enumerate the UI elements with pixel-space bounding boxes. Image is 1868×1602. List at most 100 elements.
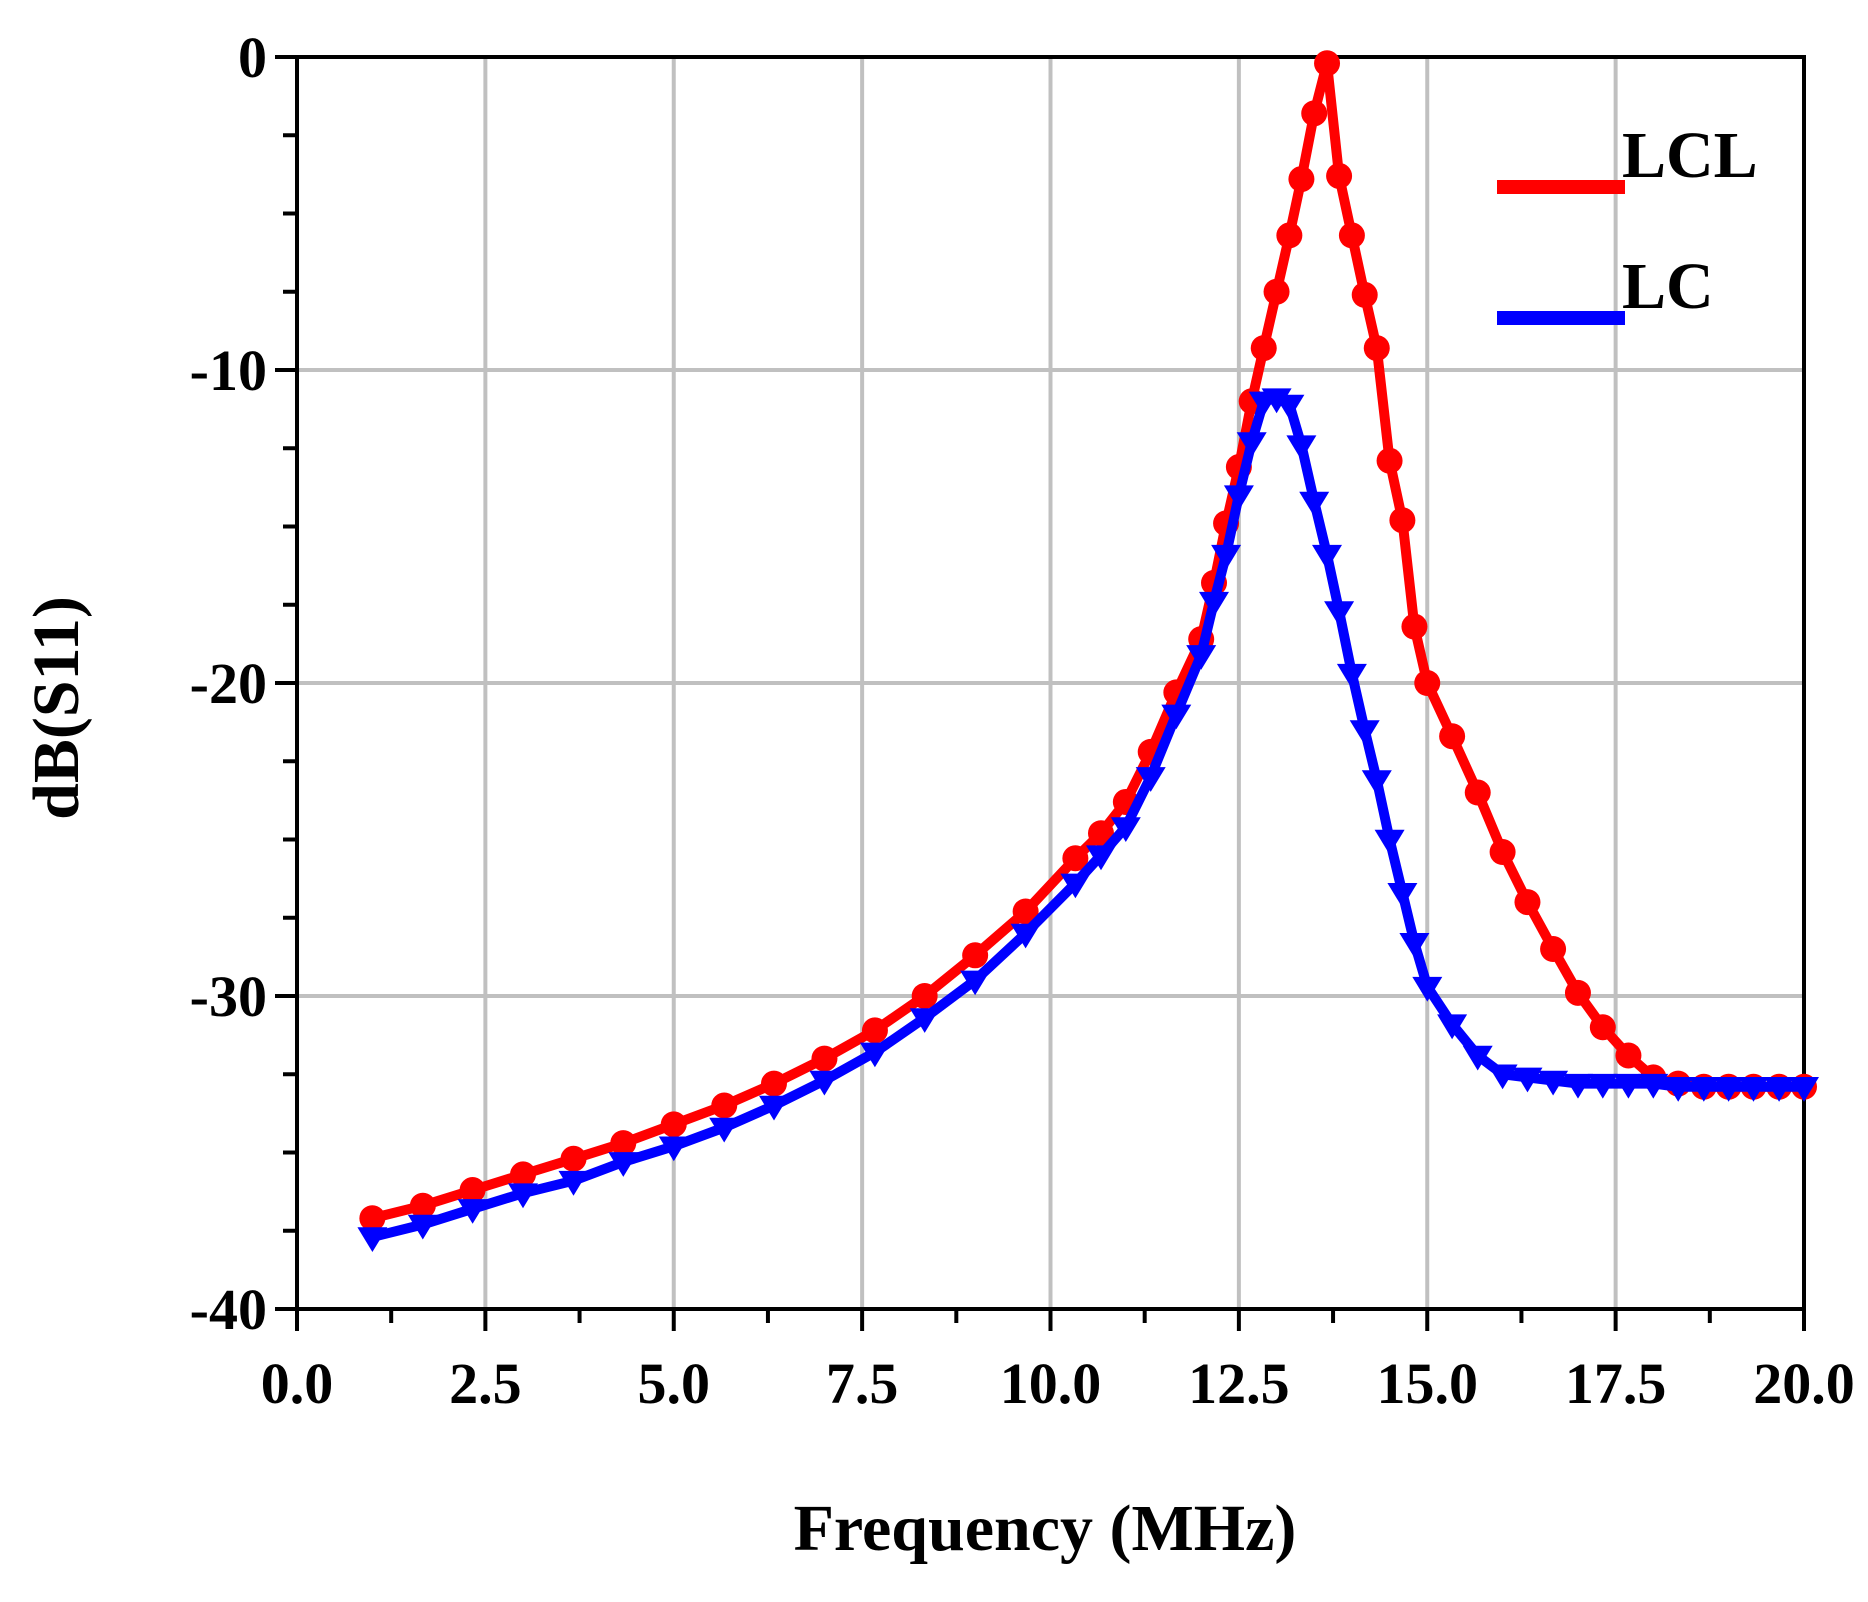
- data-point-lcl: [459, 1177, 486, 1204]
- data-point-lcl: [1615, 1042, 1642, 1069]
- x-tick-label: 7.5: [826, 1351, 899, 1416]
- data-point-lc: [1512, 1067, 1543, 1093]
- data-point-lc: [1563, 1073, 1593, 1099]
- data-point-lc: [1361, 770, 1392, 795]
- data-point-lc: [709, 1117, 740, 1143]
- data-point-lc: [1587, 1073, 1618, 1099]
- data-point-lc: [1387, 883, 1418, 908]
- data-point-lc: [1086, 845, 1116, 871]
- data-point-lc: [558, 1170, 589, 1196]
- y-tick-label: 0: [238, 25, 267, 90]
- data-point-lc: [357, 1227, 388, 1252]
- data-point-lc: [1286, 435, 1317, 461]
- data-point-lc: [1223, 485, 1254, 511]
- data-point-lc: [1437, 1014, 1468, 1040]
- data-point-lc: [1236, 432, 1267, 457]
- data-point-lcl: [1338, 222, 1365, 249]
- y-tick-label: -30: [190, 964, 267, 1029]
- data-point-lc: [1663, 1077, 1694, 1102]
- data-point-lc: [407, 1214, 438, 1240]
- data-point-lcl: [560, 1145, 587, 1172]
- data-point-lc: [1399, 933, 1430, 958]
- series-line-lc: [367, 393, 1809, 1242]
- data-point-lc: [1487, 1064, 1518, 1090]
- data-point-lc: [1713, 1077, 1744, 1102]
- data-point-lc: [1110, 817, 1141, 842]
- data-point-lcl: [1564, 979, 1591, 1006]
- data-point-lc: [658, 1136, 689, 1162]
- x-tick-label: 20.0: [1753, 1351, 1855, 1416]
- data-point-lcl: [409, 1192, 436, 1219]
- data-point-lc: [1199, 591, 1229, 617]
- series-line-lcl: [367, 58, 1809, 1224]
- data-point-lcl: [1062, 845, 1089, 872]
- series-layer: [357, 50, 1819, 1252]
- data-point-lcl: [1376, 447, 1403, 474]
- data-point-lc: [1261, 388, 1292, 414]
- data-point-lc: [1010, 923, 1041, 949]
- legend-label-lc: LC: [1622, 250, 1714, 323]
- data-point-lcl: [359, 1205, 386, 1232]
- data-point-lc: [1161, 704, 1192, 730]
- data-point-lcl: [1540, 936, 1567, 963]
- data-point-lcl: [1263, 278, 1290, 305]
- x-tick-label: 15.0: [1377, 1351, 1479, 1416]
- data-point-lcl: [1363, 335, 1390, 362]
- legend: LCL LC: [1497, 119, 1758, 325]
- data-point-lc: [508, 1183, 538, 1209]
- data-point-lc: [809, 1070, 840, 1096]
- x-tick-label: 12.5: [1188, 1351, 1290, 1416]
- tick-labels: 0.0 2.5 5.0 7.5 10.0 12.5 15.0 17.5 20.0 0 -10 -20 -…: [190, 25, 1855, 1416]
- data-point-lc: [1312, 544, 1342, 570]
- data-point-lc: [1349, 720, 1380, 745]
- axes: [275, 55, 1806, 1331]
- data-point-lcl: [1250, 335, 1277, 362]
- y-tick-label: -20: [190, 651, 267, 716]
- data-point-lcl: [1351, 281, 1378, 308]
- x-tick-label: 5.0: [638, 1351, 711, 1416]
- data-point-lcl: [1401, 613, 1428, 640]
- data-point-lcl: [1514, 889, 1541, 916]
- x-tick-label: 0.0: [261, 1351, 334, 1416]
- data-point-lcl: [1489, 839, 1516, 866]
- data-point-lc: [1299, 491, 1330, 517]
- data-point-lcl: [711, 1092, 738, 1119]
- data-point-lc: [1060, 873, 1091, 899]
- x-axis-label: Frequency (MHz): [794, 1492, 1297, 1565]
- data-point-lcl: [1276, 222, 1303, 249]
- x-tick-label: 2.5: [449, 1351, 522, 1416]
- data-point-lc: [1538, 1070, 1569, 1096]
- data-point-lcl: [1464, 779, 1491, 806]
- legend-label-lcl: LCL: [1622, 119, 1758, 192]
- data-point-lc: [1135, 767, 1166, 792]
- data-point-lc: [1374, 829, 1405, 855]
- data-point-lcl: [760, 1070, 787, 1097]
- data-point-lc: [1738, 1077, 1769, 1102]
- data-point-lc: [859, 1042, 890, 1068]
- series-lcl: [359, 50, 1817, 1232]
- data-point-lc: [960, 970, 991, 996]
- data-point-lcl: [1288, 166, 1315, 193]
- data-point-lc: [1274, 394, 1305, 420]
- data-point-lc: [909, 1008, 940, 1033]
- data-point-lcl: [811, 1045, 838, 1072]
- data-point-lcl: [1389, 507, 1416, 534]
- data-point-lcl: [1012, 898, 1039, 925]
- data-point-lcl: [1314, 50, 1341, 77]
- data-point-lc: [457, 1199, 488, 1224]
- y-tick-label: -40: [190, 1277, 267, 1342]
- data-point-lcl: [1589, 1014, 1616, 1041]
- data-point-lcl: [1414, 670, 1441, 696]
- data-point-lc: [1764, 1077, 1795, 1102]
- grid: [297, 57, 1804, 1309]
- data-point-lc: [1211, 544, 1242, 570]
- data-point-lc: [1613, 1073, 1644, 1099]
- x-tick-label: 17.5: [1565, 1351, 1667, 1416]
- data-point-lcl: [610, 1130, 637, 1157]
- data-point-lc: [1688, 1077, 1719, 1102]
- data-point-lc: [1186, 645, 1217, 670]
- data-point-lc: [1412, 976, 1443, 1002]
- data-point-lcl: [510, 1161, 537, 1188]
- data-point-lcl: [660, 1111, 687, 1138]
